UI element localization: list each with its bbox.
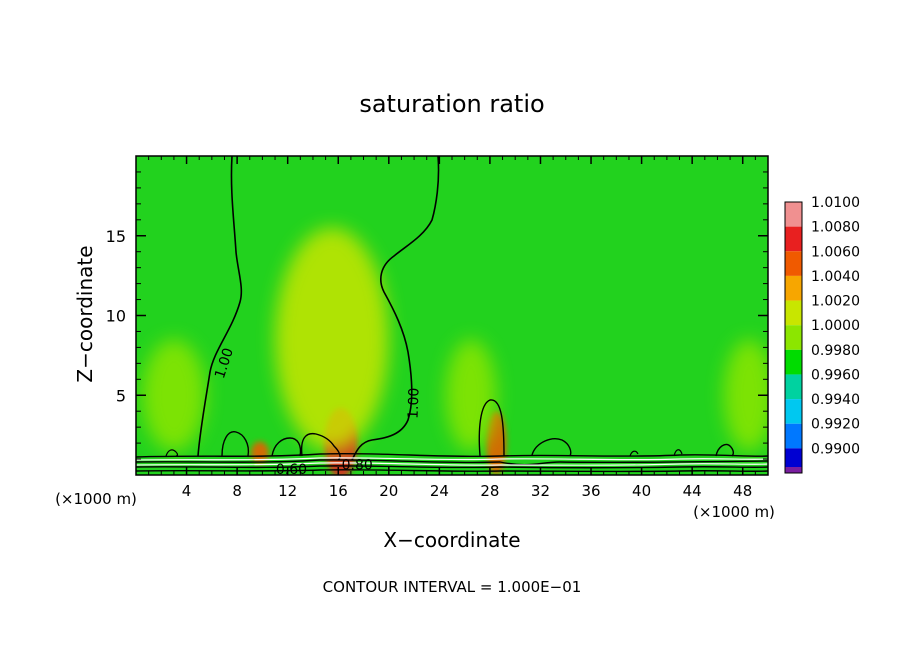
contour-cell-43 [673,449,683,457]
colorbar-label-10: 0.9900 [811,441,860,457]
contour-cell-8 [221,431,250,457]
contour-cell-28 [478,399,505,457]
y-tick-label-2: 15 [106,227,126,246]
contour-label-2: 0.60 [276,462,307,478]
x-axis: 4 8 12 16 20 24 28 32 36 40 44 48 [148,156,756,500]
colorbar-label-6: 0.9980 [811,343,860,359]
x-tick-label-11: 48 [733,482,752,500]
x-tick-label-1: 8 [232,482,242,500]
colorbar-swatch-8 [785,399,802,424]
colorbar-label-5: 1.0000 [811,318,860,334]
contour-interval-footer: CONTOUR INTERVAL = 1.000E−01 [323,578,582,596]
contour-labels: 1.001.000.60 0.80 [212,346,423,478]
contour-cell-3 [165,449,179,457]
colorbar-label-1: 1.0080 [811,220,860,236]
x-tick-label-5: 24 [430,482,449,500]
colorbar-swatch-7 [785,374,802,400]
x-tick-label-6: 28 [480,482,499,500]
field-anomaly-4 [142,339,206,452]
x-axis-label: X−coordinate [383,528,520,552]
y-axis: 5 10 15 [106,171,768,460]
x-tick-label-2: 12 [278,482,297,500]
field-layer [142,227,768,475]
contour-cell-33 [531,438,572,457]
colorbar-label-0: 1.0100 [811,195,860,211]
colorbar-label-2: 1.0060 [811,244,860,260]
contour-cell-12 [271,437,302,457]
colorbar-swatch-3 [785,275,802,301]
colorbar-frame [784,201,803,474]
colorbar-bottom-band [785,467,802,473]
field-anomaly-1 [275,227,389,452]
contour-label-3: 0.80 [342,457,373,473]
colorbar-legend: 1.0100 1.0080 1.0060 1.0040 1.0020 1.0000 0.99… [784,195,860,474]
x-tick-label-8: 36 [581,482,600,500]
contour-line-left [197,156,243,457]
contour-cell-46 [715,443,735,457]
x-unit-right: (×1000 m) [693,503,775,521]
colorbar-label-8: 0.9940 [811,392,860,408]
x-tick-label-10: 44 [683,482,702,500]
y-tick-label-0: 5 [116,386,126,405]
contour-line-right [351,156,440,461]
y-axis-label: Z−coordinate [73,245,97,382]
colorbar-label-3: 1.0040 [811,269,860,285]
colorbar-label-4: 1.0020 [811,294,860,310]
colorbar-swatch-9 [785,423,802,449]
x-tick-label-7: 32 [531,482,550,500]
boundary-layer-contours [136,452,768,473]
colorbar-swatch-2 [785,251,802,276]
colorbar-swatch-4 [785,300,802,326]
colorbar-swatch-0 [785,202,802,227]
colorbar-swatch-10 [785,448,802,473]
contour-layer [136,156,768,473]
x-tick-label-0: 4 [182,482,192,500]
colorbar-label-9: 0.9920 [811,417,860,433]
field-anomaly-5 [445,339,497,452]
y-tick-label-1: 10 [106,307,126,326]
x-tick-label-9: 40 [632,482,651,500]
contour-label-1: 1.00 [406,387,423,419]
colorbar-label-7: 0.9960 [811,367,860,383]
chart-title: saturation ratio [359,90,544,118]
x-tick-label-3: 16 [329,482,348,500]
x-tick-label-4: 20 [379,482,398,500]
colorbar-swatch-5 [785,325,802,350]
contour-closed-plume [300,432,341,461]
colorbar-swatch-1 [785,226,802,252]
field-anomaly-3 [251,441,269,464]
contour-cell-40 [629,450,639,457]
x-unit-left: (×1000 m) [55,490,137,508]
colorbar-swatch-6 [785,349,802,375]
field-anomaly-6 [723,339,768,452]
